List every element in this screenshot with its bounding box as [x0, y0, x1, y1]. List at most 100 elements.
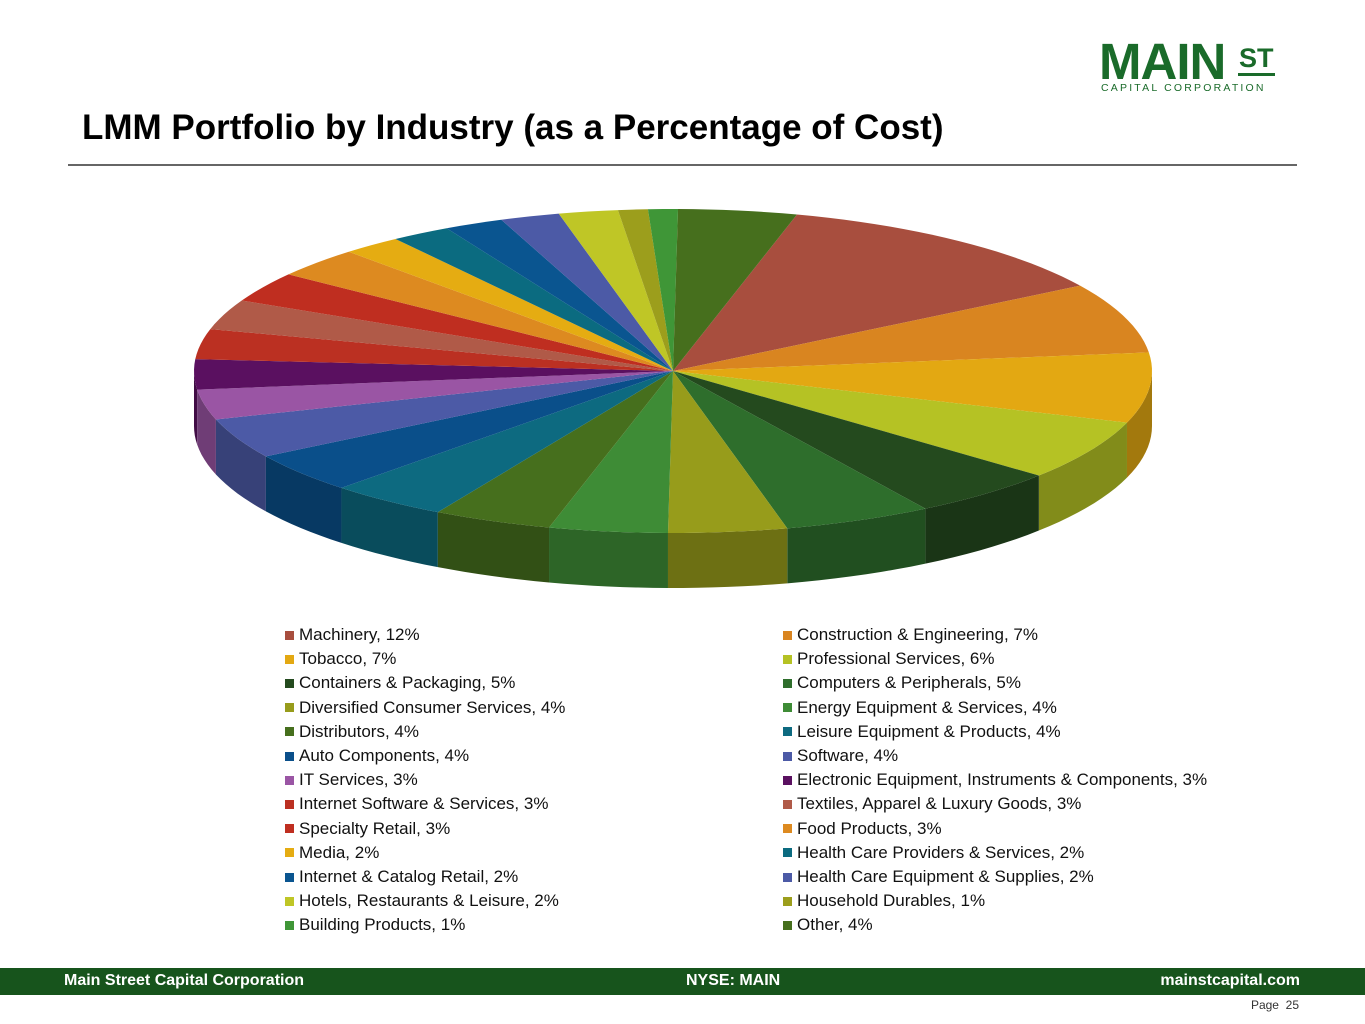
pie-side-wall — [194, 371, 1152, 588]
legend-item: Software, 4% — [783, 744, 898, 768]
pie-slice-specialty-retail-3 — [241, 274, 673, 371]
legend-label: Media, 2% — [299, 842, 380, 862]
legend-swatch — [783, 799, 792, 809]
footer-website: mainstcapital.com — [1160, 972, 1300, 989]
pie-slice-construction-engineering-7 — [673, 285, 1149, 371]
legend-swatch — [285, 654, 294, 664]
pie-slice-distributors-4 — [437, 371, 673, 528]
legend-label: Health Care Equipment & Supplies, 2% — [797, 867, 1094, 886]
legend-item: Household Durables, 1% — [783, 889, 985, 913]
legend-item: Professional Services, 6% — [783, 647, 994, 671]
legend-item: Auto Components, 4% — [285, 744, 469, 768]
page-title: LMM Portfolio by Industry (as a Percenta… — [82, 108, 944, 147]
pie-slice-media-2 — [348, 238, 673, 371]
legend-swatch — [285, 920, 294, 930]
legend-swatch — [783, 703, 792, 713]
legend-label: Tobacco, 7% — [299, 649, 397, 669]
legend-label: Containers & Packaging, 5% — [299, 673, 516, 693]
legend-label: IT Services, 3% — [299, 770, 418, 790]
legend-label: Electronic Equipment, Instruments & Comp… — [797, 770, 1208, 790]
legend-item: Health Care Equipment & Supplies, 2% — [783, 865, 1094, 889]
pie-side-professional-services-6 — [1038, 422, 1127, 531]
pie-slice-it-services-3 — [197, 371, 674, 420]
logo-st-underline — [1238, 73, 1275, 76]
legend-swatch — [285, 799, 294, 809]
legend-swatch — [285, 703, 294, 713]
legend-label: Machinery, 12% — [299, 625, 420, 644]
legend-swatch — [783, 824, 792, 834]
page-label: Page — [1250, 998, 1279, 1012]
legend-label: Energy Equipment & Services, 4% — [797, 697, 1057, 717]
legend-item: Building Products, 1% — [285, 913, 465, 937]
pie-side-distributors-4 — [437, 512, 550, 583]
pie-slice-internet-software-services-3 — [195, 329, 674, 371]
legend-item: Media, 2% — [285, 841, 379, 865]
pie-slice-computers-peripherals-5 — [673, 371, 926, 529]
legend-item: Hotels, Restaurants & Leisure, 2% — [285, 889, 559, 913]
legend-swatch — [285, 896, 294, 906]
footer-ticker: NYSE: MAIN — [686, 972, 781, 989]
industry-pie-chart — [194, 209, 1152, 588]
legend-label: Construction & Engineering, 7% — [797, 625, 1038, 644]
pie-side-it-services-3 — [197, 389, 216, 475]
title-divider — [68, 164, 1297, 166]
legend-item: Machinery, 12% — [285, 623, 420, 647]
legend-item: Construction & Engineering, 7% — [783, 623, 1038, 647]
legend-swatch — [783, 727, 792, 737]
legend-label: Other, 4% — [797, 915, 873, 935]
pie-side-software-4 — [215, 419, 266, 512]
pie-side-containers-packaging-5 — [925, 475, 1039, 564]
legend-item: Specialty Retail, 3% — [285, 817, 450, 841]
pie-slice-machinery-12 — [673, 214, 1081, 371]
legend-swatch — [285, 630, 294, 640]
legend-item: Food Products, 3% — [783, 817, 942, 841]
legend-swatch — [285, 727, 294, 737]
page-number: Page 25 — [1251, 998, 1299, 1012]
legend-item: Internet & Catalog Retail, 2% — [285, 865, 518, 889]
legend-swatch — [783, 678, 792, 688]
legend-item: Distributors, 4% — [285, 720, 419, 744]
pie-slice-household-durables-1 — [617, 209, 673, 371]
legend-label: Internet & Catalog Retail, 2% — [299, 867, 519, 886]
pie-top — [194, 209, 1152, 533]
pie-slice-tobacco-7 — [673, 352, 1152, 423]
pie-slice-auto-components-4 — [265, 371, 673, 488]
pie-slice-building-products-1 — [647, 209, 679, 371]
legend-swatch — [285, 824, 294, 834]
pie-slice-containers-packaging-5 — [673, 371, 1039, 509]
logo-subtitle: CAPITAL CORPORATION — [1101, 82, 1266, 94]
pie-slice-leisure-equipment-products-4 — [341, 371, 673, 513]
legend-item: Containers & Packaging, 5% — [285, 671, 515, 695]
legend-label: Auto Components, 4% — [299, 746, 470, 765]
legend-swatch — [285, 775, 294, 785]
legend-label: Health Care Providers & Services, 2% — [797, 842, 1085, 862]
legend-label: Household Durables, 1% — [797, 891, 986, 911]
legend-label: Professional Services, 6% — [797, 649, 995, 669]
pie-slice-health-care-providers-services-2 — [395, 228, 673, 371]
legend-swatch — [285, 848, 294, 858]
legend-swatch — [285, 872, 294, 882]
legend-swatch — [285, 751, 294, 761]
pie-side-diversified-consumer-services-4 — [667, 528, 788, 588]
pie-slice-diversified-consumer-services-4 — [667, 371, 788, 533]
legend-label: Computers & Peripherals, 5% — [797, 673, 1021, 693]
legend-label: Leisure Equipment & Products, 4% — [797, 721, 1061, 741]
legend-item: Textiles, Apparel & Luxury Goods, 3% — [783, 792, 1081, 816]
pie-side-electronic-equipment-instruments-components-3 — [194, 371, 198, 445]
legend-label: Software, 4% — [797, 746, 899, 765]
legend-label: Distributors, 4% — [299, 721, 419, 741]
legend-item: Computers & Peripherals, 5% — [783, 671, 1021, 695]
legend-swatch — [783, 654, 792, 664]
pie-side-auto-components-4 — [265, 456, 342, 543]
legend-swatch — [285, 678, 294, 688]
legend-label: Internet Software & Services, 3% — [299, 794, 549, 814]
chart-legend: Machinery, 12% Construction & Engineering… — [285, 623, 1285, 943]
legend-item: Leisure Equipment & Products, 4% — [783, 720, 1061, 744]
legend-swatch — [783, 775, 792, 785]
legend-item: Energy Equipment & Services, 4% — [783, 696, 1057, 720]
legend-item: Health Care Providers & Services, 2% — [783, 841, 1084, 865]
pie-side-tobacco-7 — [1126, 371, 1152, 478]
legend-swatch — [783, 872, 792, 882]
footer-bar: Main Street Capital Corporation NYSE: MA… — [0, 968, 1365, 995]
pie-slice-internet-catalog-retail-2 — [446, 219, 673, 371]
